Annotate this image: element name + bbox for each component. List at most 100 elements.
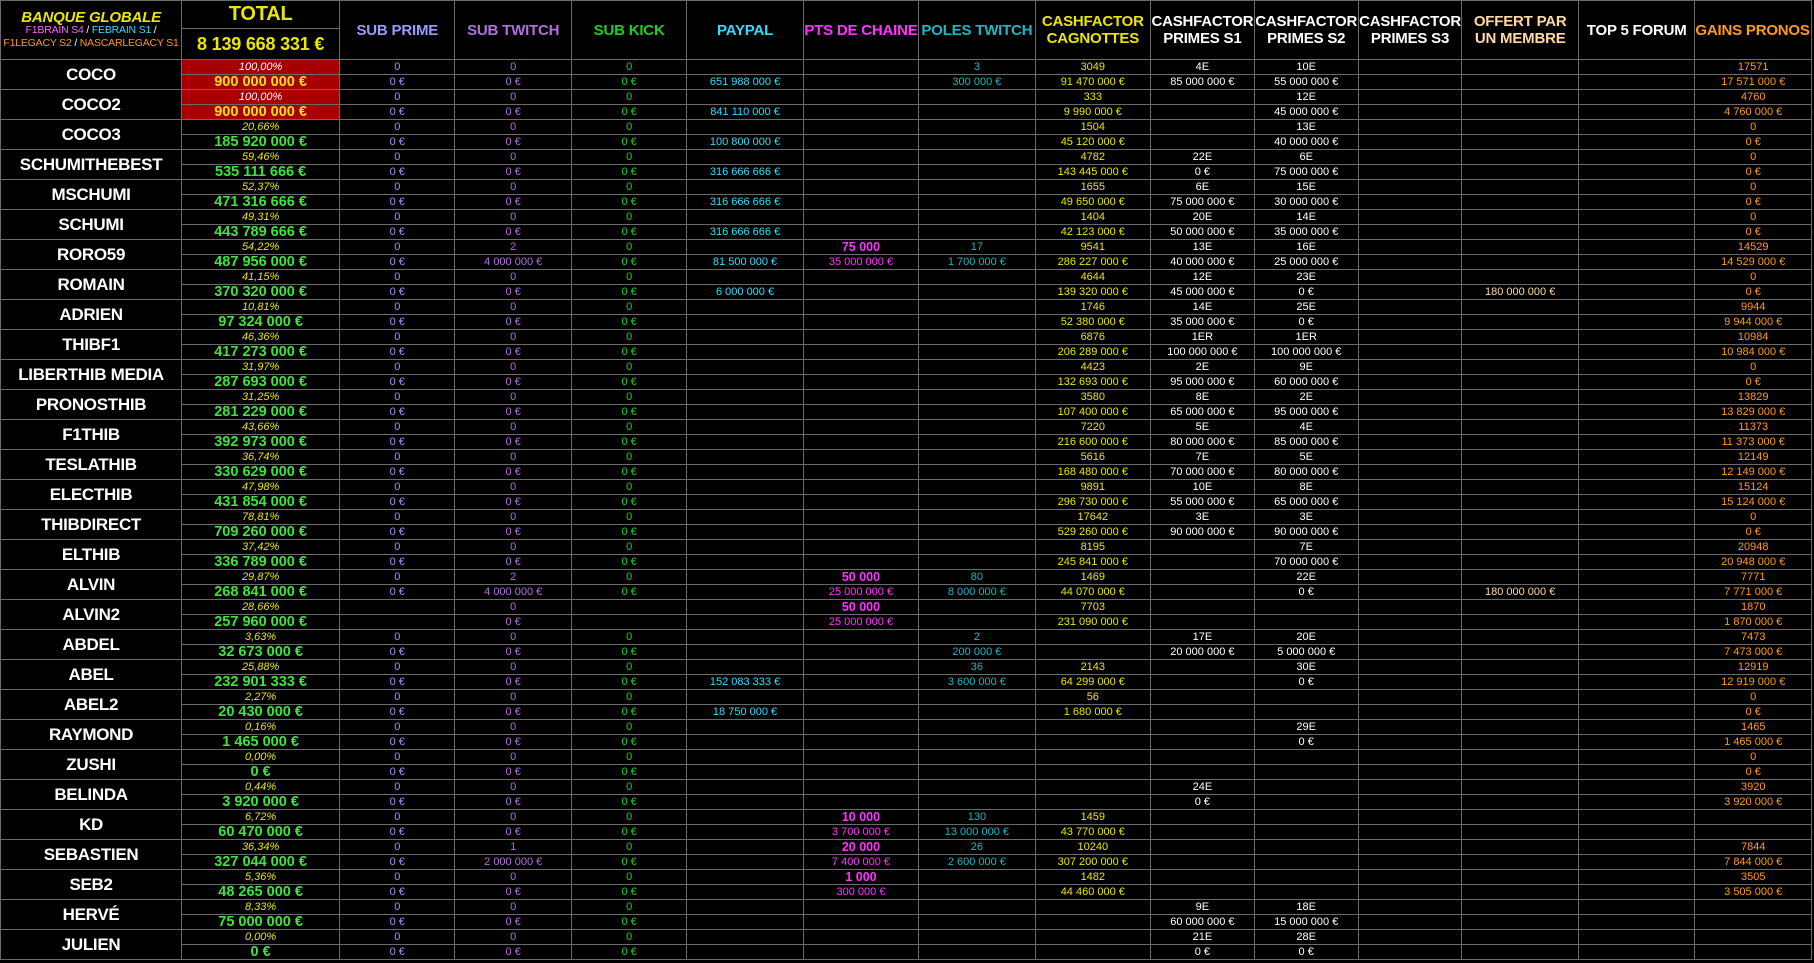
cell-cash-amount: 143 445 000 €: [1034, 164, 1151, 180]
cell-pts-count: [802, 779, 920, 795]
cell-prime-count: 0: [339, 839, 456, 855]
member-total: 0 €: [181, 944, 341, 960]
cell-pts-count: [802, 209, 920, 225]
cell-offer-count: [1461, 59, 1579, 75]
cell-poles-amount: [918, 404, 1036, 420]
member-name: LIBERTHIB MEDIA: [0, 359, 183, 390]
cell-poles-count: 2: [918, 629, 1036, 645]
table-row: 48 265 000 €0 €0 €0 €300 000 €44 460 000…: [1, 884, 1812, 900]
cell-paypal-count: [686, 149, 804, 165]
table-row: THIBDIRECT 78,81% 0 0 0 17642 3E 3E 0: [0, 509, 1812, 540]
cell-offer-amount: [1461, 794, 1579, 810]
cell-twitch-amount: 0 €: [454, 344, 572, 360]
member-percent: 78,81%: [181, 509, 341, 525]
col-header-sublabel: PRIMES S1: [1163, 30, 1242, 47]
cell-poles-amount: [918, 524, 1036, 540]
cell-top5-amount: [1577, 104, 1696, 120]
cell-cash-count: 2143: [1034, 659, 1151, 675]
cell-pts-count: [802, 509, 920, 525]
cell-offer-amount: [1461, 224, 1579, 240]
cell-twitch-count: 0: [454, 629, 572, 645]
table-row: 97 324 000 €0 €0 €0 €52 380 000 €35 000 …: [1, 314, 1812, 330]
cell-offer-count: [1461, 719, 1579, 735]
cell-pts-count: 50 000: [802, 569, 920, 585]
cell-poles-amount: 13 000 000 €: [918, 824, 1036, 840]
cell-pts-amount: [802, 554, 920, 570]
cell-top5-count: [1577, 89, 1696, 105]
cell-pts-count: [802, 749, 920, 765]
cell-kick-amount: 0 €: [570, 374, 688, 390]
cell-poles-amount: [918, 884, 1036, 900]
cell-offer-amount: [1461, 944, 1579, 960]
cell-s1-amount: 55 000 000 €: [1149, 494, 1255, 510]
cell-f1-count: 3505: [1694, 869, 1812, 885]
cell-s2-amount: [1253, 794, 1359, 810]
cell-s3-amount: [1357, 434, 1463, 450]
member-total: 1 465 000 €: [181, 734, 341, 750]
cell-s3-count: [1357, 599, 1463, 615]
member-percent: 31,97%: [181, 359, 341, 375]
cell-s3-count: [1357, 329, 1463, 345]
cell-pts-count: [802, 899, 920, 915]
cell-twitch-count: 1: [454, 839, 572, 855]
cell-f1-amount: 7 771 000 €: [1694, 584, 1812, 600]
cell-s1-count: [1149, 719, 1255, 735]
cell-s3-amount: [1357, 254, 1463, 270]
cell-prime-count: 0: [339, 89, 456, 105]
cell-pts-amount: [802, 434, 920, 450]
cell-top5-count: [1577, 149, 1696, 165]
cell-cash-count: 4644: [1034, 269, 1151, 285]
cell-twitch-amount: 0 €: [454, 614, 572, 630]
cell-top5-count: [1577, 719, 1696, 735]
cell-s2-amount: 5 000 000 €: [1253, 644, 1359, 660]
member-percent: 5,36%: [181, 869, 341, 885]
cell-twitch-amount: 0 €: [454, 884, 572, 900]
cell-prime-amount: 0 €: [339, 374, 456, 390]
cell-s3-amount: [1357, 524, 1463, 540]
cell-f1-amount: 4 760 000 €: [1694, 104, 1812, 120]
cell-kick-amount: 0 €: [570, 104, 688, 120]
cell-s3-count: [1357, 719, 1463, 735]
cell-kick-count: [570, 599, 688, 615]
cell-prime-amount: 0 €: [339, 764, 456, 780]
col-header-label: POLES TWITCH: [921, 21, 1033, 39]
table-row: 268 841 000 €0 €4 000 000 €0 €25 000 000…: [1, 584, 1812, 600]
cell-kick-amount: 0 €: [570, 584, 688, 600]
cell-offer-amount: [1461, 344, 1579, 360]
cell-cash-amount: 45 120 000 €: [1034, 134, 1151, 150]
cell-offer-count: [1461, 869, 1579, 885]
cell-poles-count: [918, 599, 1036, 615]
cell-paypal-amount: [686, 854, 804, 870]
cell-pts-amount: [802, 164, 920, 180]
cell-twitch-count: 0: [454, 419, 572, 435]
cell-s1-amount: 0 €: [1149, 794, 1255, 810]
cell-twitch-count: 0: [454, 749, 572, 765]
cell-cash-amount: [1034, 764, 1151, 780]
cell-pts-amount: [802, 734, 920, 750]
cell-offer-amount: [1461, 464, 1579, 480]
cell-s1-amount: 90 000 000 €: [1149, 524, 1255, 540]
cell-poles-amount: [918, 464, 1036, 480]
cell-top5-count: [1577, 389, 1696, 405]
cell-s3-amount: [1357, 194, 1463, 210]
cell-prime-amount: 0 €: [339, 644, 456, 660]
cell-s2-count: 4E: [1253, 419, 1359, 435]
cell-paypal-count: [686, 89, 804, 105]
member-total: 417 273 000 €: [181, 344, 341, 360]
cell-top5-count: [1577, 209, 1696, 225]
cell-kick-amount: 0 €: [570, 554, 688, 570]
cell-top5-count: [1577, 569, 1696, 585]
cell-pts-amount: 25 000 000 €: [802, 584, 920, 600]
cell-top5-amount: [1577, 854, 1696, 870]
member-total: 75 000 000 €: [181, 914, 341, 930]
total-header: TOTAL 8 139 668 331 €: [181, 0, 341, 60]
member-name: ABEL2: [0, 689, 183, 720]
cell-f1-count: 11373: [1694, 419, 1812, 435]
cell-poles-amount: [918, 434, 1036, 450]
cell-top5-amount: [1577, 404, 1696, 420]
cell-kick-count: 0: [570, 269, 688, 285]
cell-top5-amount: [1577, 164, 1696, 180]
cell-s2-amount: 15 000 000 €: [1253, 914, 1359, 930]
cell-kick-count: 0: [570, 329, 688, 345]
cell-f1-amount: [1694, 944, 1812, 960]
